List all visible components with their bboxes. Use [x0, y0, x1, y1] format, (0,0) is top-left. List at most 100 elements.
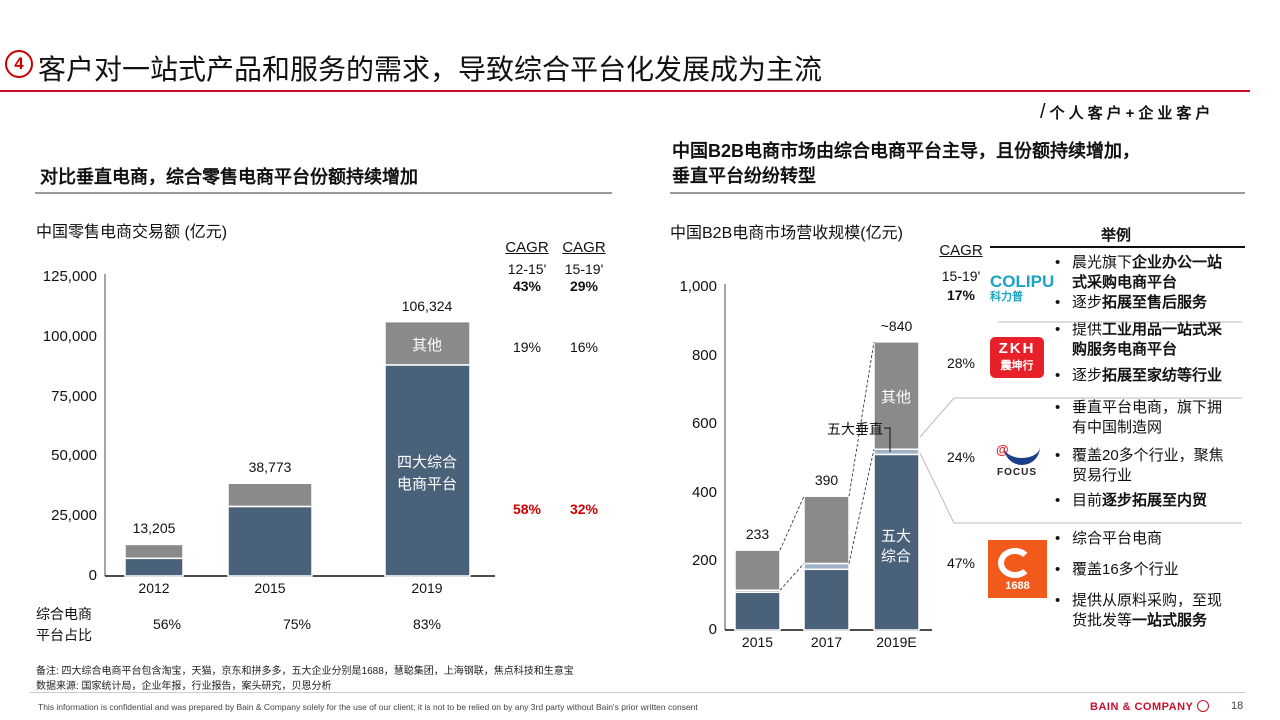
cagr-colipu: 17%: [946, 287, 976, 303]
bullet-text: 逐步拓展至售后服务: [1072, 293, 1235, 313]
bar-segment-1: [873, 448, 920, 456]
bar-segment-2: [803, 495, 850, 565]
cagr-focus: 24%: [946, 449, 976, 465]
right-subtitle-rule: [670, 192, 1245, 194]
share-value: 75%: [282, 616, 312, 632]
bullet-item: • 提供工业用品一站式采购服务电商平台: [1055, 320, 1235, 360]
cagr-other: 16%: [569, 339, 599, 355]
examples-rule: [990, 246, 1245, 248]
cagr-header: CAGR: [505, 239, 549, 256]
bar-segment-0: [384, 364, 471, 577]
bar-label-other: 其他: [880, 389, 912, 406]
right-chart-title: 中国B2B电商市场营收规模(亿元): [670, 225, 903, 242]
x-tick-label: 2015: [254, 580, 286, 596]
colipu-logo: COLIPU 科力普: [990, 272, 1055, 304]
bullet-dot: •: [1055, 321, 1061, 338]
bullet-item: • 晨光旗下企业办公一站式采购电商平台: [1055, 253, 1235, 293]
y-tick-label: 50,000: [51, 447, 97, 465]
bullet-dot: •: [1055, 592, 1061, 609]
right-subtitle-line2: 垂直平台纷纷转型: [672, 166, 816, 186]
bar-segment-1: [227, 482, 313, 508]
bullet-text: 提供从原料采购，至现货批发等一站式服务: [1072, 591, 1235, 631]
bullet-text-part: 拓展至售后服务: [1102, 294, 1208, 311]
bullet-text-part: 目前: [1072, 492, 1103, 509]
x-tick-label: 2019E: [876, 634, 917, 650]
bar-label-other: 其他: [411, 337, 443, 354]
y-tick-label: 600: [691, 415, 717, 433]
bullet-dot: •: [1055, 399, 1061, 416]
bullet-text: 综合平台电商: [1072, 529, 1235, 549]
cagr-integrated: 58%: [512, 501, 542, 517]
connector-line: [779, 496, 805, 551]
bullet-text: 覆盖16多个行业: [1072, 560, 1235, 580]
bain-logo-icon: [1196, 700, 1209, 712]
source-note: 数据来源: 国家统计局，企业年报，行业报告，案头研究，贝恩分析: [36, 681, 332, 692]
bullet-text: 覆盖20多个行业，聚焦贸易行业: [1072, 446, 1235, 486]
bullet-text-part: 覆盖16多个行业: [1072, 561, 1179, 578]
bullet-text-part: 综合平台电商: [1072, 530, 1163, 547]
bar-segment-1: [803, 562, 850, 571]
right-subtitle-line1: 中国B2B电商市场由综合电商平台主导，且份额持续增加，: [672, 141, 1141, 161]
left-subtitle-rule: [35, 192, 612, 194]
bar-segment-2: [734, 549, 781, 591]
left-subtitle: 对比垂直电商，综合零售电商平台份额持续增加: [40, 167, 418, 187]
bullet-text-part: 覆盖20多个行业，聚焦贸易行业: [1072, 447, 1224, 484]
bullet-item: • 覆盖16多个行业: [1055, 560, 1235, 580]
slash-mark: /: [1040, 101, 1046, 123]
zkh-logo: ZKH 震坤行: [990, 337, 1044, 378]
cagr-total: 43%: [512, 278, 542, 294]
bullet-text-part: 逐步: [1072, 367, 1103, 384]
bullet-text-part: 逐步拓展至内贸: [1102, 492, 1208, 509]
row-separator: [919, 397, 1242, 438]
bar-label-vertical: 五大垂直: [827, 421, 883, 437]
title-divider: [0, 90, 1250, 92]
bullet-dot: •: [1055, 561, 1061, 578]
bullet-item: • 目前逐步拓展至内贸: [1055, 491, 1235, 511]
y-tick-label: 25,000: [51, 507, 97, 525]
y-tick-label: 75,000: [51, 387, 97, 405]
right-cagr-period: 15-19': [941, 268, 981, 284]
bullet-text-part: 拓展至家纺等行业: [1102, 367, 1223, 384]
section-number-badge: 4: [5, 50, 33, 78]
bullet-text-part: 逐步: [1072, 294, 1103, 311]
bullet-dot: •: [1055, 367, 1061, 384]
bullet-dot: •: [1055, 294, 1061, 311]
bullet-item: • 逐步拓展至家纺等行业: [1055, 366, 1235, 386]
x-tick-label: 2019: [411, 580, 443, 596]
y-tick-label: 0: [708, 621, 717, 638]
bar-segment-0: [124, 557, 184, 577]
examples-header: 举例: [1100, 227, 1132, 244]
bar-segment-2: [873, 341, 920, 450]
total-label: 13,205: [132, 520, 176, 537]
y-tick-label: 0: [88, 567, 97, 584]
cagr-integrated: 32%: [569, 501, 599, 517]
bullet-text: 晨光旗下企业办公一站式采购电商平台: [1072, 253, 1235, 293]
connector-line: [779, 563, 805, 591]
y-tick-label: 400: [691, 483, 717, 501]
cagr-zkh: 28%: [946, 355, 976, 371]
page-number: 18: [1231, 700, 1244, 712]
1688-logo: 1688: [988, 540, 1047, 598]
bullet-text-part: 垂直平台电商，旗下拥有中国制造网: [1072, 399, 1223, 436]
share-value: 83%: [412, 616, 442, 632]
confidential-notice: This information is confidential and was…: [38, 702, 698, 712]
share-label-line2: 平台占比: [36, 627, 92, 643]
footnote: 备注: 四大综合电商平台包含淘宝，天猫，京东和拼多多，五大企业分别是1688，慧…: [36, 666, 574, 677]
connector-line: [848, 449, 875, 564]
total-label: ~840: [880, 317, 913, 334]
bullet-dot: •: [1055, 530, 1061, 547]
bullet-dot: •: [1055, 254, 1061, 271]
bar-segment-0: [803, 568, 850, 631]
y-tick-label: 125,000: [42, 268, 97, 285]
slide-title: 客户对一站式产品和服务的需求，导致综合平台化发展成为主流: [38, 54, 823, 85]
row-separator: [919, 452, 1242, 524]
bullet-item: • 逐步拓展至售后服务: [1055, 293, 1235, 313]
share-value: 56%: [152, 616, 182, 632]
x-tick-label: 2015: [741, 634, 774, 650]
bullet-text: 逐步拓展至家纺等行业: [1072, 366, 1235, 386]
share-label-line1: 综合电商: [36, 606, 92, 622]
bar-segment-1: [124, 543, 184, 560]
bullet-text-part: 提供从原料采购，至现货批发等: [1072, 592, 1223, 629]
bullet-item: • 提供从原料采购，至现货批发等一站式服务: [1055, 591, 1235, 631]
